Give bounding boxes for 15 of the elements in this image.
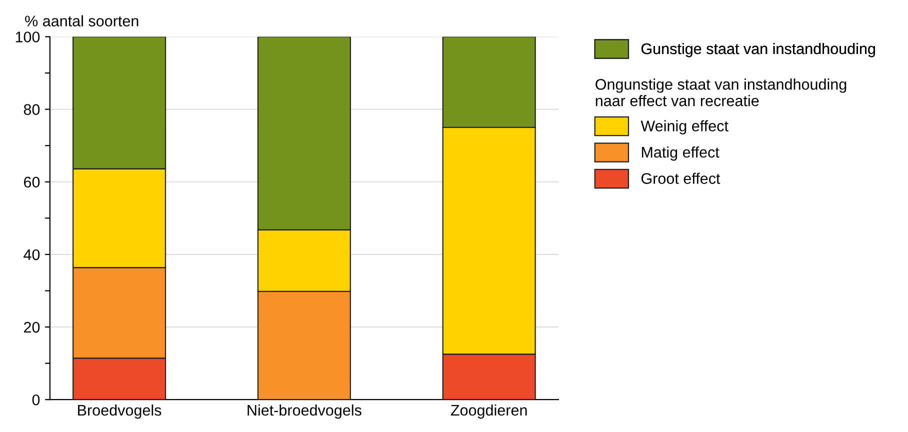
y-tick-label: 40: [24, 249, 40, 260]
legend-label: Weinig effect: [640, 120, 728, 134]
y-tick-label: 100: [16, 32, 40, 42]
y-tick-label: 60: [24, 176, 40, 188]
legend-label: Matig effect: [642, 146, 720, 161]
x-tick-label: Zoogdieren: [450, 404, 527, 419]
y-tick-label: 0: [32, 394, 40, 406]
legend-label: Groot effect: [641, 172, 720, 184]
legend-title: Ongunstige staat van instandhouding naar effect van recreatie: [596, 78, 846, 106]
x-tick-label: Broedvogels: [78, 404, 162, 419]
y-tick-label: 80: [24, 104, 40, 115]
y-axis-title: % aantal soorten: [25, 15, 138, 26]
legend-label: Gunstige staat van instandhouding: [641, 42, 875, 58]
x-tick-label: Niet-broedvogels: [248, 404, 362, 419]
y-tick-label: 20: [24, 322, 40, 333]
